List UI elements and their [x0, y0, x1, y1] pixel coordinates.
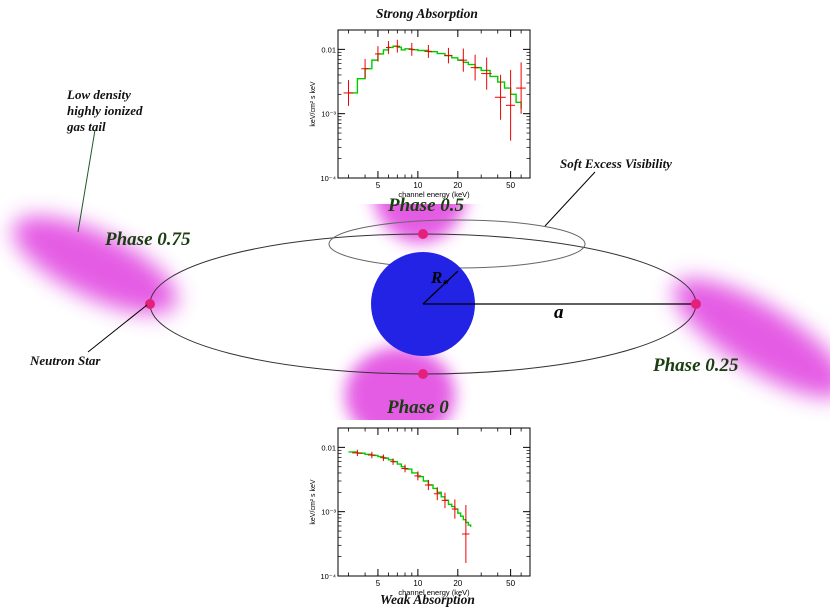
neutron-star-phase-05 — [418, 229, 428, 239]
x-tick-label: 20 — [453, 579, 462, 588]
data-point — [414, 471, 422, 481]
chart-title-strong-absorption: Strong Absorption — [376, 6, 478, 21]
radius-subscript: * — [442, 276, 449, 291]
phase-label-05: Phase 0.5 — [388, 195, 464, 216]
chart-frame — [337, 29, 531, 179]
y-axis-label: keV/cm² s keV — [310, 479, 317, 524]
data-point — [451, 499, 458, 519]
phase-label-025: Phase 0.25 — [653, 355, 739, 376]
y-tick-label: 10⁻³ — [321, 110, 336, 119]
data-point — [343, 80, 354, 106]
gas-tail-label-line-3: gas tail — [67, 119, 106, 134]
data-point — [444, 47, 453, 64]
model-line — [348, 45, 522, 109]
data-point — [424, 479, 432, 491]
data-point — [394, 39, 401, 53]
chart-title-weak-absorption: Weak Absorption — [380, 592, 475, 607]
data-point — [494, 74, 506, 120]
data-point — [470, 54, 480, 81]
data-point — [380, 454, 387, 461]
x-tick-label: 50 — [506, 181, 515, 190]
x-tick-label: 10 — [413, 579, 422, 588]
y-axis-label: keV/cm² s keV — [310, 81, 317, 126]
gas-tail-left — [12, 216, 178, 314]
data-point — [461, 505, 470, 563]
neutron-star-pointer — [87, 304, 148, 353]
soft-excess-ellipse — [328, 219, 586, 269]
data-point — [424, 44, 433, 58]
spectrum-chart-strong-absorption: 5 10 20 50 0.01 10⁻³ 10⁻⁴ channel energy (keV) k… — [306, 22, 540, 204]
soft-excess-pointer — [544, 171, 596, 227]
neutron-star-label: Neutron Star — [30, 353, 101, 368]
neutron-star-phase-0 — [418, 369, 428, 379]
gas-glow-bottom — [345, 347, 455, 443]
data-point — [352, 449, 363, 457]
y-tick-label: 0.01 — [321, 443, 336, 452]
x-axis-label: channel energy (keV) — [398, 190, 470, 199]
radius-label: R* — [431, 268, 448, 291]
y-tick-label: 10⁻³ — [321, 508, 336, 517]
chart-frame — [337, 427, 531, 577]
radius-symbol: R — [431, 268, 443, 287]
y-tick-label: 10⁻⁴ — [320, 174, 336, 183]
radius-line — [422, 270, 459, 305]
x-tick-label: 5 — [376, 181, 381, 190]
x-tick-label: 50 — [506, 579, 515, 588]
data-point — [516, 62, 526, 114]
gas-tail-label: Low density highly ionized gas tail — [67, 87, 143, 135]
data-point — [385, 41, 391, 54]
y-tick-label: 0.01 — [321, 45, 336, 54]
spectrum-chart-weak-absorption: 5 10 20 50 0.01 10⁻³ 10⁻⁴ channel energy (keV) k… — [306, 420, 540, 602]
data-point — [481, 57, 492, 90]
data-point — [361, 59, 369, 79]
neutron-star-phase-025 — [691, 299, 701, 309]
data-point — [367, 451, 376, 459]
gas-tail-label-line-2: highly ionized — [67, 103, 143, 118]
neutron-star-phase-075 — [145, 299, 155, 309]
gas-tail-label-line-1: Low density — [67, 87, 131, 102]
x-tick-label: 20 — [453, 181, 462, 190]
data-point — [390, 458, 396, 465]
x-axis-label: channel energy (keV) — [398, 588, 470, 597]
x-tick-label: 10 — [413, 181, 422, 190]
y-tick-label: 10⁻⁴ — [320, 572, 336, 581]
data-point — [459, 48, 468, 72]
data-point — [505, 69, 516, 141]
gas-tail-right — [673, 278, 830, 398]
neutron-star-positions — [145, 229, 701, 379]
data-point — [401, 464, 409, 473]
gas-tail-pointer — [77, 129, 96, 233]
phase-label-075: Phase 0.75 — [105, 229, 191, 250]
data-point — [433, 487, 441, 501]
semi-major-axis-label: a — [554, 302, 564, 323]
data-point — [374, 46, 381, 62]
data-point — [408, 42, 415, 56]
soft-excess-label: Soft Excess Visibility — [560, 156, 672, 171]
phase-label-0: Phase 0 — [387, 397, 449, 418]
data-point — [441, 492, 449, 509]
x-tick-label: 5 — [376, 579, 381, 588]
